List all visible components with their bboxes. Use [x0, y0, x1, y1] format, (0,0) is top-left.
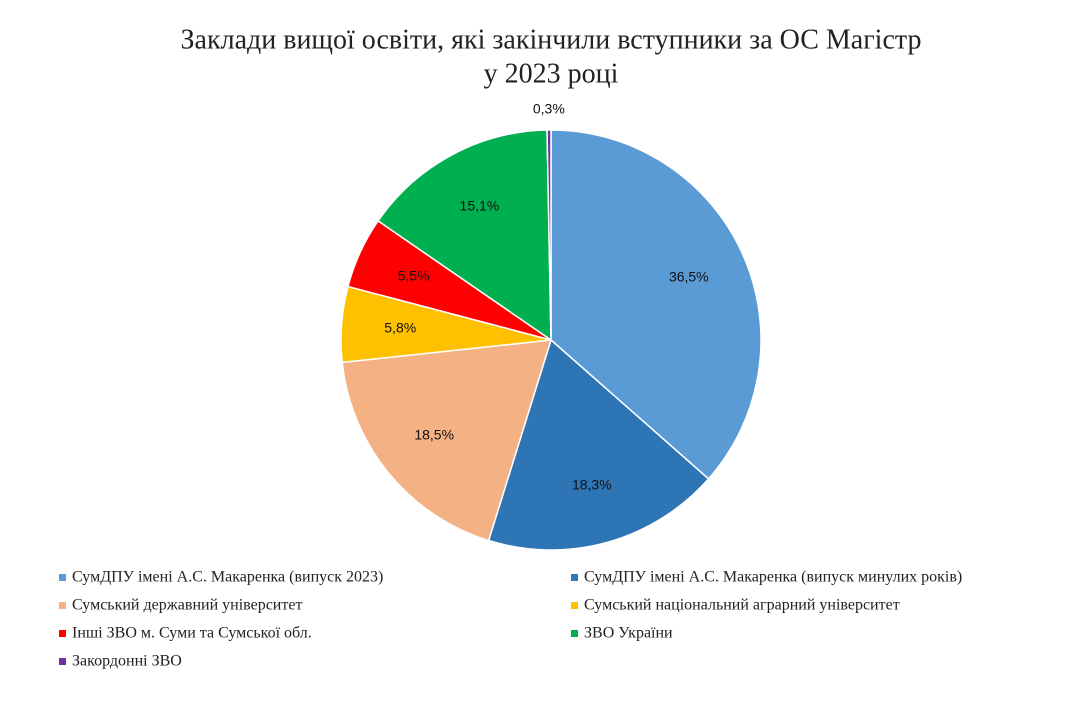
- legend-label: Сумський державний університет: [72, 597, 302, 614]
- data-label: 15,1%: [460, 198, 500, 214]
- pie-slice: [546, 129, 552, 341]
- legend-label: Сумський національний аграрний університ…: [584, 597, 900, 614]
- legend-label: СумДПУ імені А.С. Макаренка (випуск 2023…: [72, 569, 383, 586]
- data-label: 5,8%: [384, 319, 416, 335]
- data-label: 0,3%: [533, 101, 565, 117]
- legend-label: ЗВО України: [584, 625, 673, 642]
- data-label: 18,5%: [414, 427, 454, 443]
- data-label: 5,5%: [398, 268, 430, 284]
- pie-slice: [377, 129, 552, 342]
- legend-swatch: [571, 602, 578, 609]
- chart-title: у 2023 році: [484, 58, 619, 89]
- legend-label: Закордонні ЗВО: [72, 653, 182, 670]
- legend-label: СумДПУ імені А.С. Макаренка (випуск мину…: [584, 569, 962, 586]
- chart-title: Заклади вищої освіти, які закінчили всту…: [181, 24, 922, 55]
- legend-swatch: [59, 574, 66, 581]
- data-label: 36,5%: [669, 268, 709, 284]
- pie-slice: [341, 339, 553, 542]
- legend-swatch: [59, 658, 66, 665]
- legend-swatch: [59, 602, 66, 609]
- pie-slice: [487, 338, 710, 551]
- legend-swatch: [571, 630, 578, 637]
- pie-slice: [550, 129, 762, 480]
- legend-swatch: [571, 574, 578, 581]
- legend-label: Інші ЗВО м. Суми та Сумської обл.: [72, 625, 312, 642]
- legend-swatch: [59, 630, 66, 637]
- data-label: 18,3%: [572, 476, 612, 492]
